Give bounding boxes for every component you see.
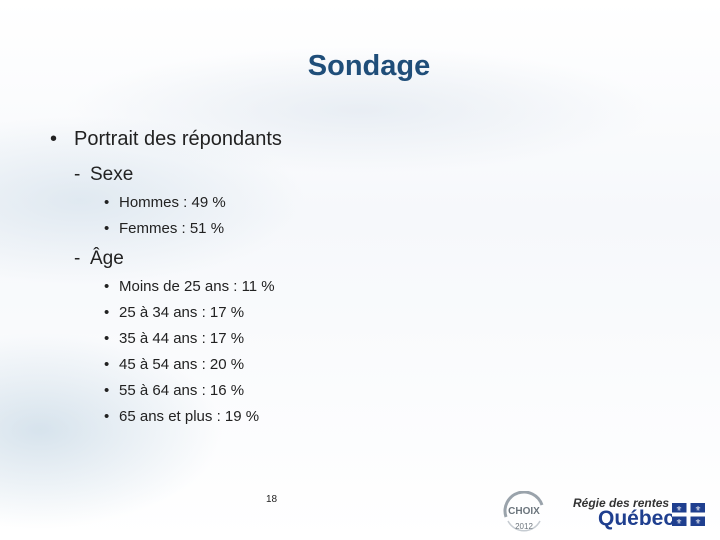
list-item: • 45 à 54 ans : 20 % [104, 356, 244, 373]
list-item: • Moins de 25 ans : 11 % [104, 278, 275, 295]
dash-icon: - [74, 164, 81, 185]
list-item-text: 35 à 44 ans : 17 % [119, 330, 245, 347]
section-label: Sexe [90, 164, 134, 185]
svg-text:⚜: ⚜ [676, 505, 682, 513]
seal-top-text: CHOIX [508, 506, 540, 517]
list-item: • 25 à 34 ans : 17 % [104, 304, 244, 321]
list-item-text: Moins de 25 ans : 11 % [119, 278, 275, 295]
list-item: • Hommes : 49 % [104, 194, 226, 211]
list-item: • 65 ans et plus : 19 % [104, 408, 259, 425]
bullet-portrait: • Portrait des répondants [50, 128, 282, 151]
bullet-icon: • [104, 356, 110, 373]
list-item-text: Femmes : 51 % [119, 220, 225, 237]
list-item: • 55 à 64 ans : 16 % [104, 382, 244, 399]
bullet-icon: • [104, 220, 110, 237]
org-province: Québec [598, 507, 676, 530]
bullet-icon: • [104, 408, 110, 425]
list-item-text: 55 à 64 ans : 16 % [119, 382, 245, 399]
bullet-icon: • [104, 194, 110, 211]
section-sexe: - Sexe [74, 164, 133, 186]
list-item-text: 65 ans et plus : 19 % [119, 408, 260, 425]
bullet-icon: • [104, 278, 110, 295]
bullet-icon: • [104, 304, 110, 321]
section-label: Âge [90, 248, 124, 269]
quebec-flag-icon: ⚜ ⚜ ⚜ ⚜ [672, 503, 705, 526]
list-item: • Femmes : 51 % [104, 220, 224, 237]
section-age: - Âge [74, 248, 124, 270]
slide-title: Sondage [307, 50, 431, 82]
list-item-text: Hommes : 49 % [119, 194, 226, 211]
page-number: 18 [266, 494, 278, 505]
svg-text:⚜: ⚜ [695, 518, 701, 526]
svg-text:⚜: ⚜ [676, 518, 682, 526]
seal-bottom-text: 2012 [515, 522, 533, 531]
bullet-icon: • [104, 330, 110, 347]
svg-text:⚜: ⚜ [695, 505, 701, 513]
list-item-text: 45 à 54 ans : 20 % [119, 356, 245, 373]
dash-icon: - [74, 248, 81, 269]
choix-seal-logo: CHOIX 2012 [503, 491, 544, 532]
list-item: • 35 à 44 ans : 17 % [104, 330, 244, 347]
org-name: Régie des rentes [573, 496, 670, 510]
bullet-icon: • [50, 128, 58, 150]
bullet-icon: • [104, 382, 110, 399]
list-item-text: 25 à 34 ans : 17 % [119, 304, 245, 321]
bullet-main-label: Portrait des répondants [74, 128, 282, 150]
